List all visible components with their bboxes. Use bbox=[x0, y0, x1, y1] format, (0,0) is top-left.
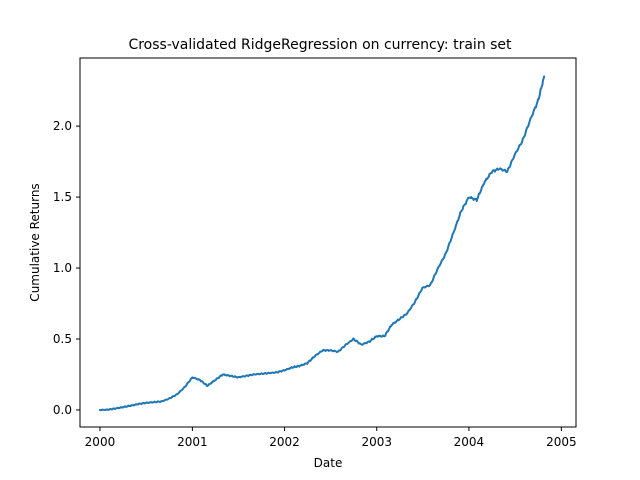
y-tick-label: 0.0 bbox=[53, 403, 72, 417]
y-tick-label: 1.0 bbox=[53, 261, 72, 275]
y-tick-label: 0.5 bbox=[53, 332, 72, 346]
chart-title: Cross-validated RidgeRegression on curre… bbox=[128, 37, 512, 53]
x-tick-label: 2003 bbox=[361, 435, 392, 449]
x-tick-label: 2000 bbox=[85, 435, 116, 449]
x-axis-label: Date bbox=[314, 456, 343, 470]
y-axis: 0.0 0.5 1.0 1.5 2.0 bbox=[53, 119, 80, 417]
x-tick-label: 2002 bbox=[269, 435, 300, 449]
x-tick-label: 2005 bbox=[546, 435, 577, 449]
x-axis: 2000 2001 2002 2003 2004 2005 bbox=[85, 427, 577, 449]
series-line bbox=[98, 75, 546, 412]
y-tick-label: 2.0 bbox=[53, 119, 72, 133]
x-tick-label: 2001 bbox=[177, 435, 208, 449]
x-tick-label: 2004 bbox=[454, 435, 485, 449]
y-axis-label: Cumulative Returns bbox=[28, 183, 42, 301]
plot-area bbox=[98, 75, 546, 412]
plot-frame bbox=[79, 57, 577, 428]
y-tick-label: 1.5 bbox=[53, 190, 72, 204]
